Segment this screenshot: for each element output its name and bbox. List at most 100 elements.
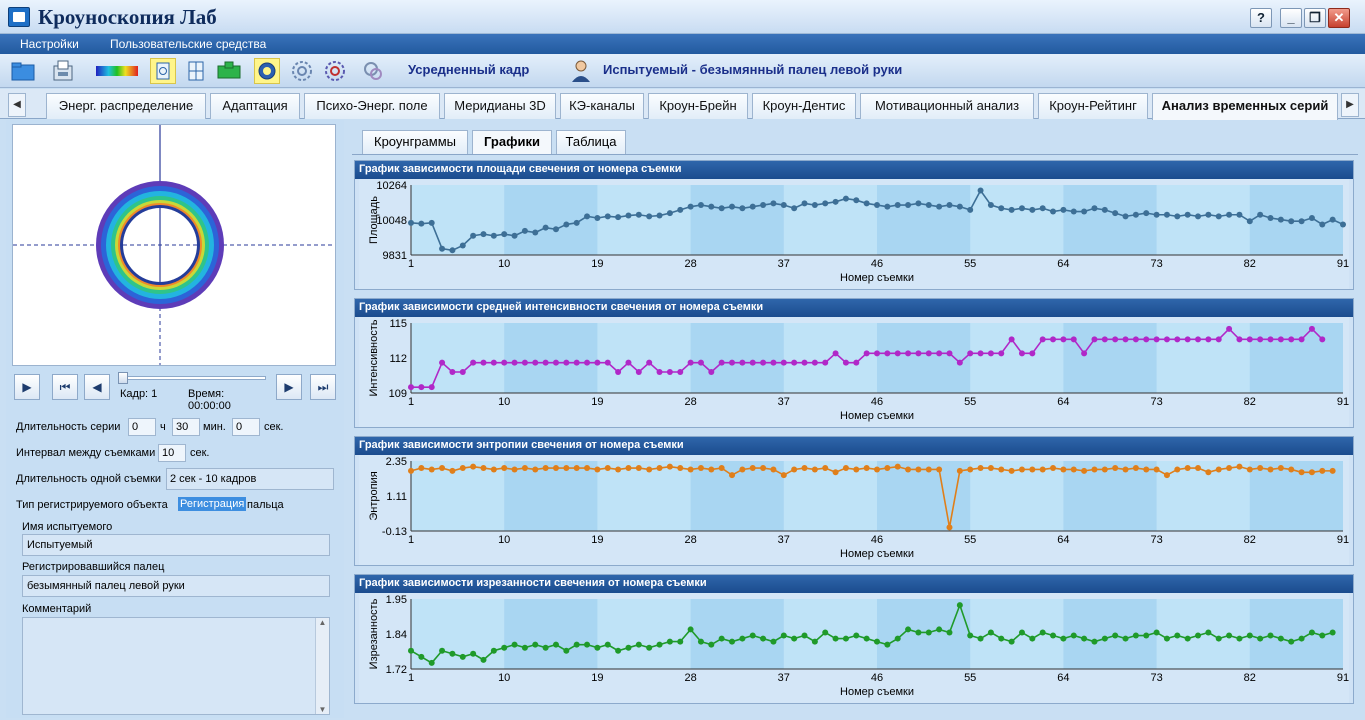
data-point	[408, 219, 414, 226]
next-frame-button[interactable]: ▶	[276, 374, 302, 400]
data-point	[1257, 211, 1264, 218]
play-button[interactable]: ▶	[14, 374, 40, 400]
data-point	[1153, 336, 1160, 343]
first-frame-button[interactable]: ⏮	[52, 374, 78, 400]
data-point	[1288, 638, 1295, 645]
y-tick-label: -0.13	[382, 526, 407, 538]
finger-field[interactable]: безымянный палец левой руки	[22, 575, 330, 597]
data-point	[739, 466, 746, 473]
comment-textarea[interactable]: ▲ ▼	[22, 617, 330, 715]
scroll-up-icon[interactable]: ▲	[318, 618, 327, 627]
folder-icon[interactable]	[10, 58, 36, 84]
x-tick-label: 73	[1150, 534, 1162, 546]
maximize-button[interactable]: ❐	[1304, 8, 1326, 28]
gear-icon[interactable]	[254, 58, 280, 84]
data-point	[967, 632, 974, 639]
grid-icon[interactable]	[183, 58, 209, 84]
last-frame-button[interactable]: ⏭	[310, 374, 336, 400]
data-point	[677, 638, 684, 645]
gear-outline-icon[interactable]	[289, 58, 315, 84]
data-point	[1226, 632, 1233, 639]
data-point	[584, 641, 591, 648]
data-point	[905, 466, 912, 473]
data-point	[604, 641, 611, 648]
tab-crown-dentis[interactable]: Кроун-Дентис	[752, 93, 856, 119]
subtab-table[interactable]: Таблица	[556, 130, 626, 154]
data-point	[739, 359, 746, 366]
data-point	[1029, 350, 1036, 357]
data-point	[894, 635, 901, 642]
comment-scrollbar[interactable]: ▲ ▼	[315, 618, 329, 714]
data-point	[1329, 216, 1336, 223]
plot-band	[504, 461, 598, 531]
x-tick-label: 91	[1337, 672, 1349, 684]
tab-time-series-analysis[interactable]: Анализ временных серий	[1152, 93, 1338, 120]
subtab-crowngrams[interactable]: Кроунграммы	[362, 130, 468, 154]
menu-settings[interactable]: Настройки	[20, 37, 79, 51]
data-point	[1298, 336, 1305, 343]
data-point	[480, 359, 487, 366]
data-point	[791, 205, 798, 212]
subtab-graphs[interactable]: Графики	[472, 130, 552, 154]
data-point	[1184, 465, 1191, 472]
tab-ke-channels[interactable]: КЭ-каналы	[560, 93, 644, 119]
data-point	[987, 465, 994, 472]
palette-icon[interactable]	[94, 58, 140, 84]
close-button[interactable]: ✕	[1328, 8, 1350, 28]
data-point	[1319, 467, 1326, 474]
data-point	[956, 602, 963, 609]
object-type-value[interactable]: Регистрация	[178, 497, 247, 511]
data-point	[625, 644, 632, 651]
data-point	[1236, 211, 1243, 218]
tab-crown-brain[interactable]: Кроун-Брейн	[648, 93, 748, 119]
plot-band	[1249, 185, 1343, 255]
x-tick-label: 19	[591, 396, 603, 408]
data-point	[1298, 469, 1305, 476]
scroll-down-icon[interactable]: ▼	[318, 705, 327, 714]
x-tick-label: 1	[408, 258, 414, 270]
data-point	[708, 641, 715, 648]
frame-slider[interactable]: Кадр: 1 Время: 00:00:00	[116, 372, 268, 412]
data-point	[956, 467, 963, 474]
x-tick-label: 64	[1057, 534, 1069, 546]
minimize-button[interactable]: _	[1280, 8, 1302, 28]
interval-input[interactable]: 10	[158, 444, 186, 462]
data-point	[1070, 632, 1077, 639]
slider-thumb[interactable]	[118, 372, 128, 384]
seconds-input[interactable]: 0	[232, 418, 260, 436]
puzzle-icon[interactable]	[214, 58, 244, 84]
subject-name-field[interactable]: Испытуемый	[22, 534, 330, 556]
tab-adaptation[interactable]: Адаптация	[210, 93, 300, 119]
data-point	[1153, 466, 1160, 473]
gear-check-icon[interactable]	[322, 58, 348, 84]
plot-band	[1063, 185, 1157, 255]
data-point	[480, 656, 487, 663]
menu-user-tools[interactable]: Пользовательские средства	[110, 37, 267, 51]
data-point	[1308, 629, 1315, 636]
tabs-left-arrow-icon[interactable]: ◀	[8, 93, 26, 117]
one-shot-value: 2 сек - 10 кадров	[166, 468, 334, 490]
data-point	[853, 359, 860, 366]
y-axis-label: Энтропия	[368, 471, 380, 520]
tab-energy-distribution[interactable]: Энерг. распределение	[46, 93, 206, 119]
prev-frame-button[interactable]: ◀	[84, 374, 110, 400]
tools-icon[interactable]	[360, 58, 386, 84]
frame-icon[interactable]	[150, 58, 176, 84]
data-point	[884, 465, 891, 472]
hours-input[interactable]: 0	[128, 418, 156, 436]
tab-meridians-3d[interactable]: Меридианы 3D	[444, 93, 556, 119]
data-point	[635, 465, 642, 472]
minutes-input[interactable]: 30	[172, 418, 200, 436]
help-button[interactable]: ?	[1250, 8, 1272, 28]
data-point	[822, 359, 829, 366]
tab-motivation-analysis[interactable]: Мотивационный анализ	[860, 93, 1034, 119]
tab-psycho-energy-field[interactable]: Психо-Энерг. поле	[304, 93, 440, 119]
data-point	[1215, 336, 1222, 343]
tab-crown-rating[interactable]: Кроун-Рейтинг	[1038, 93, 1148, 119]
export-icon[interactable]	[50, 58, 76, 84]
data-point	[470, 650, 477, 657]
tabs-right-arrow-icon[interactable]: ▶	[1341, 93, 1359, 117]
data-point	[1257, 465, 1264, 472]
data-point	[1091, 336, 1098, 343]
data-point	[998, 466, 1005, 473]
